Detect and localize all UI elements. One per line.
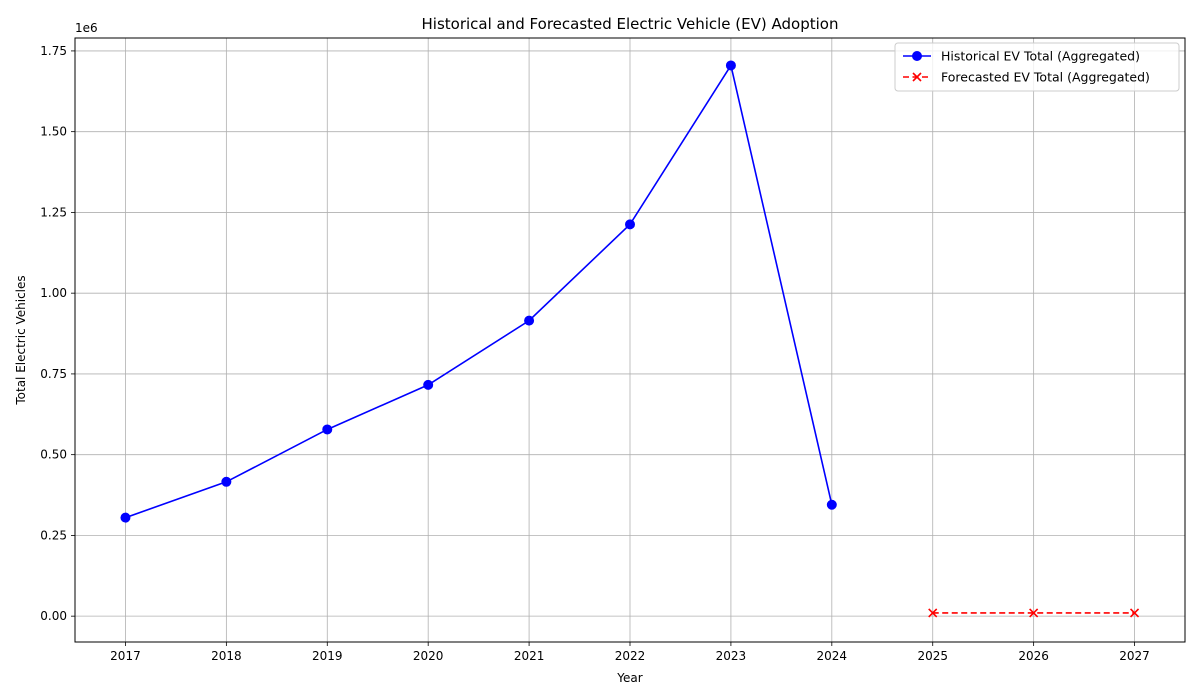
legend-box (894, 42, 1180, 92)
series-layer (120, 60, 1140, 618)
y-axis-label: Total Electric Vehicles (14, 275, 28, 405)
legend-label: Forecasted EV Total (Aggregated) (941, 70, 1150, 85)
legend: Historical EV Total (Aggregated) Forecast… (894, 42, 1180, 92)
x-tick-label: 2027 (1119, 649, 1150, 663)
marker-stroke (928, 608, 938, 618)
x-axis-ticks: 2017 2018 2019 2020 2021 2022 2023 2024 2025 2026… (110, 642, 1150, 663)
marker-stroke (912, 72, 922, 82)
marker-stroke (1029, 608, 1039, 618)
data-point-0 (120, 512, 131, 523)
y-axis-ticks: 0.00 0.25 0.50 0.75 1.00 1.25 1.50 1.75 (40, 44, 75, 623)
legend-label: Historical EV Total (Aggregated) (941, 49, 1140, 64)
legend-swatch-marker (912, 72, 922, 82)
chart-title: Historical and Forecasted Electric Vehic… (422, 15, 839, 33)
x-tick-label: 2025 (917, 649, 948, 663)
x-tick-label: 2017 (110, 649, 141, 663)
x-tick-label: 2018 (211, 649, 242, 663)
x-tick-label: 2021 (514, 649, 545, 663)
y-tick-label: 1.25 (40, 205, 67, 219)
data-point-0 (625, 219, 635, 230)
y-tick-label: 0.75 (40, 367, 67, 381)
x-tick-label: 2020 (413, 649, 444, 663)
y-tick-label: 0.50 (40, 448, 67, 462)
data-point-0 (524, 315, 535, 326)
series-line-0 (125, 63, 833, 519)
y-tick-label: 1.00 (40, 286, 67, 300)
data-point-0 (322, 424, 333, 435)
data-point-0 (221, 476, 232, 487)
y-tick-label: 0.00 (40, 609, 67, 623)
y-tick-label: 1.50 (40, 125, 67, 139)
data-point-1 (1129, 608, 1140, 618)
data-point-0 (725, 60, 736, 71)
data-point-1 (1029, 608, 1039, 618)
data-point-0 (423, 379, 434, 390)
grid (75, 38, 1185, 642)
x-tick-label: 2022 (615, 649, 646, 663)
y-tick-label: 1.75 (40, 44, 67, 58)
x-tick-label: 2019 (312, 649, 343, 663)
data-point-1 (928, 608, 938, 618)
x-tick-label: 2026 (1018, 649, 1049, 663)
x-tick-label: 2024 (817, 649, 848, 663)
x-tick-label: 2023 (716, 649, 747, 663)
legend-swatch-marker (912, 51, 922, 61)
y-axis-offset-text: 1e6 (75, 21, 98, 35)
data-point-0 (826, 499, 837, 510)
x-axis-label: Year (616, 671, 642, 685)
marker-stroke (1129, 608, 1140, 618)
y-tick-label: 0.25 (40, 528, 67, 542)
